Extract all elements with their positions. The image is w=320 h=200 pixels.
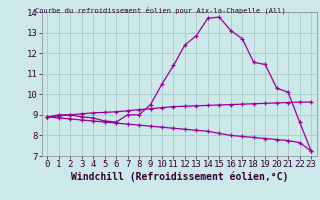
Text: Courbe du refroidissement éolien pour Aix-la-Chapelle (All): Courbe du refroidissement éolien pour Ai…	[35, 6, 285, 14]
X-axis label: Windchill (Refroidissement éolien,°C): Windchill (Refroidissement éolien,°C)	[70, 172, 288, 182]
